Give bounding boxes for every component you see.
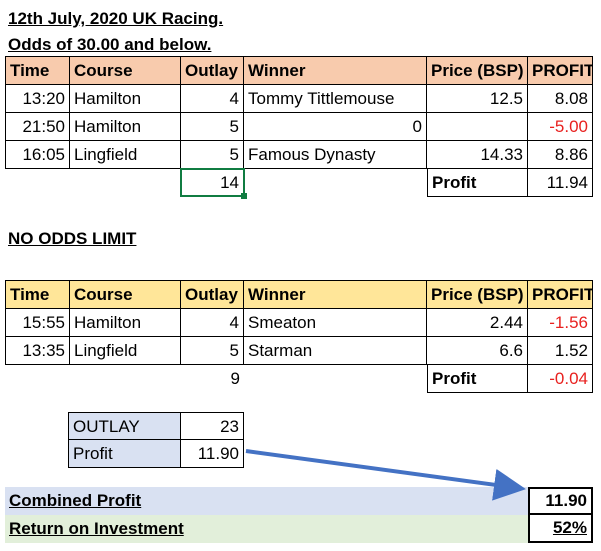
roi-label: Return on Investment bbox=[9, 519, 184, 538]
table1-header-winner: Winner bbox=[244, 57, 427, 85]
table2-header-outlay: Outlay bbox=[181, 281, 244, 309]
table-cell-winner: Smeaton bbox=[244, 309, 427, 337]
report-subtitle: Odds of 30.00 and below. bbox=[8, 35, 212, 54]
table1-outlay-total[interactable]: 14 bbox=[180, 168, 245, 197]
table-cell-time: 13:20 bbox=[5, 85, 70, 113]
table-cell-outlay: 5 bbox=[181, 113, 244, 141]
table2-header-price: Price (BSP) bbox=[427, 281, 528, 309]
summary-profit-label: Profit bbox=[68, 440, 181, 468]
table1-header-time: Time bbox=[5, 57, 70, 85]
table-cell-outlay: 4 bbox=[181, 309, 244, 337]
roi-row bbox=[5, 515, 528, 543]
table-cell-winner: Tommy Tittlemouse bbox=[244, 85, 427, 113]
table2-profit-label: Profit bbox=[427, 365, 528, 393]
table-cell-time: 15:55 bbox=[5, 309, 70, 337]
combined-profit-label: Combined Profit bbox=[9, 491, 142, 510]
table-cell-price: 6.6 bbox=[427, 337, 528, 365]
divider bbox=[5, 280, 593, 281]
table-cell-course: Lingfield bbox=[70, 141, 181, 169]
fill-handle[interactable] bbox=[241, 193, 247, 199]
table-cell-course: Hamilton bbox=[70, 85, 181, 113]
table2-profit-total: -0.04 bbox=[528, 365, 593, 393]
table-cell-price: 2.44 bbox=[427, 309, 528, 337]
table-cell-price: 14.33 bbox=[427, 141, 528, 169]
table-cell-profit: 8.08 bbox=[528, 85, 593, 113]
arrow-icon bbox=[245, 449, 526, 501]
table1-profit-label: Profit bbox=[427, 169, 528, 197]
table-cell-course: Hamilton bbox=[70, 113, 181, 141]
table-cell-winner: Starman bbox=[244, 337, 427, 365]
roi-value: 52% bbox=[528, 515, 593, 543]
table-cell-time: 16:05 bbox=[5, 141, 70, 169]
table-cell-price: 12.5 bbox=[427, 85, 528, 113]
table2-header-row bbox=[5, 281, 593, 309]
table1-header-outlay: Outlay bbox=[181, 57, 244, 85]
table1-header-profit: PROFIT bbox=[528, 57, 593, 85]
table-cell-price bbox=[427, 113, 528, 141]
section-title-no-odds-limit: NO ODDS LIMIT bbox=[8, 229, 137, 248]
table-cell-profit: -5.00 bbox=[528, 113, 593, 141]
table-cell-winner: 0 bbox=[244, 113, 427, 141]
table-cell-profit: -1.56 bbox=[528, 309, 593, 337]
table2-header-course: Course bbox=[70, 281, 181, 309]
table1-header-row bbox=[5, 57, 593, 85]
combined-profit-value: 11.90 bbox=[528, 487, 593, 515]
combined-profit-row bbox=[5, 487, 528, 515]
table1-header-course: Course bbox=[70, 57, 181, 85]
table-cell-time: 21:50 bbox=[5, 113, 70, 141]
table2-outlay-total: 9 bbox=[230, 369, 240, 388]
table-cell-outlay: 4 bbox=[181, 85, 244, 113]
report-title: 12th July, 2020 UK Racing. bbox=[8, 9, 224, 28]
table1-header-price: Price (BSP) bbox=[427, 57, 528, 85]
table1-profit-total: 11.94 bbox=[528, 169, 593, 197]
table-cell-time: 13:35 bbox=[5, 337, 70, 365]
table-cell-outlay: 5 bbox=[181, 141, 244, 169]
divider bbox=[5, 56, 593, 57]
table-cell-profit: 1.52 bbox=[528, 337, 593, 365]
table-cell-outlay: 5 bbox=[181, 337, 244, 365]
table2-header-time: Time bbox=[5, 281, 70, 309]
table2-header-profit: PROFIT bbox=[528, 281, 593, 309]
table-cell-winner: Famous Dynasty bbox=[244, 141, 427, 169]
table-cell-profit: 8.86 bbox=[528, 141, 593, 169]
summary-outlay-value: 23 bbox=[181, 412, 244, 440]
summary-outlay-label: OUTLAY bbox=[68, 412, 181, 440]
table-cell-course: Hamilton bbox=[70, 309, 181, 337]
table-cell-course: Lingfield bbox=[70, 337, 181, 365]
summary-profit-value: 11.90 bbox=[181, 440, 244, 468]
table2-header-winner: Winner bbox=[244, 281, 427, 309]
